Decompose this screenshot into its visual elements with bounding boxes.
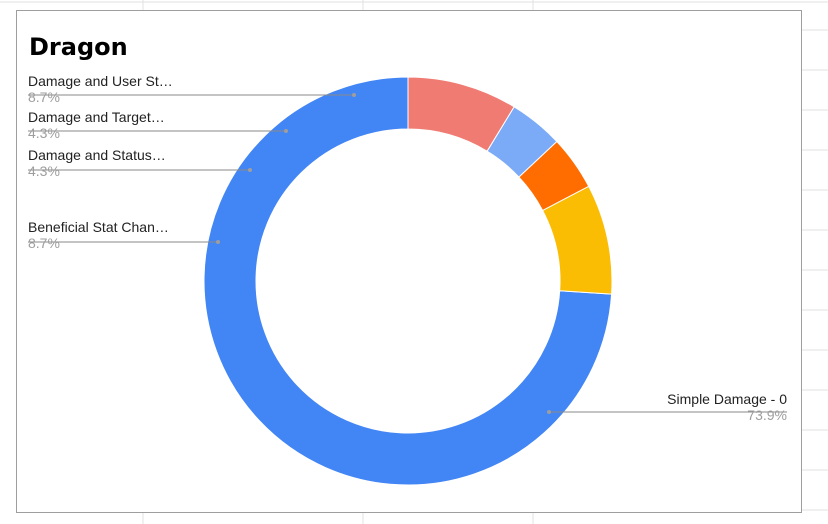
slice-label-name: Damage and Status… bbox=[28, 147, 166, 163]
slice-label-percent: 73.9% bbox=[747, 407, 787, 423]
chart-title: Dragon bbox=[29, 33, 128, 61]
leader-dot bbox=[248, 168, 252, 172]
slice-label-name: Simple Damage - 0 bbox=[667, 391, 787, 407]
donut-slice[interactable] bbox=[407, 76, 515, 152]
slice-label-name: Beneficial Stat Chan… bbox=[28, 219, 169, 235]
slice-label: Damage and Status…4.3% bbox=[28, 147, 252, 179]
slice-label: Damage and Target…4.3% bbox=[28, 109, 288, 141]
slice-label: Damage and User St…8.7% bbox=[28, 73, 356, 105]
leader-dot bbox=[352, 93, 356, 97]
slice-label: Beneficial Stat Chan…8.7% bbox=[28, 219, 220, 251]
slice-label-percent: 8.7% bbox=[28, 89, 60, 105]
slice-label-name: Damage and Target… bbox=[28, 109, 165, 125]
leader-dot bbox=[547, 410, 551, 414]
slice-label-percent: 4.3% bbox=[28, 125, 60, 141]
leader-dot bbox=[216, 240, 220, 244]
slice-label-name: Damage and User St… bbox=[28, 73, 173, 89]
leader-dot bbox=[284, 129, 288, 133]
slice-label-percent: 8.7% bbox=[28, 235, 60, 251]
slice-label-percent: 4.3% bbox=[28, 163, 60, 179]
donut-slice[interactable] bbox=[203, 76, 613, 486]
slice-label: Simple Damage - 073.9% bbox=[547, 391, 787, 423]
